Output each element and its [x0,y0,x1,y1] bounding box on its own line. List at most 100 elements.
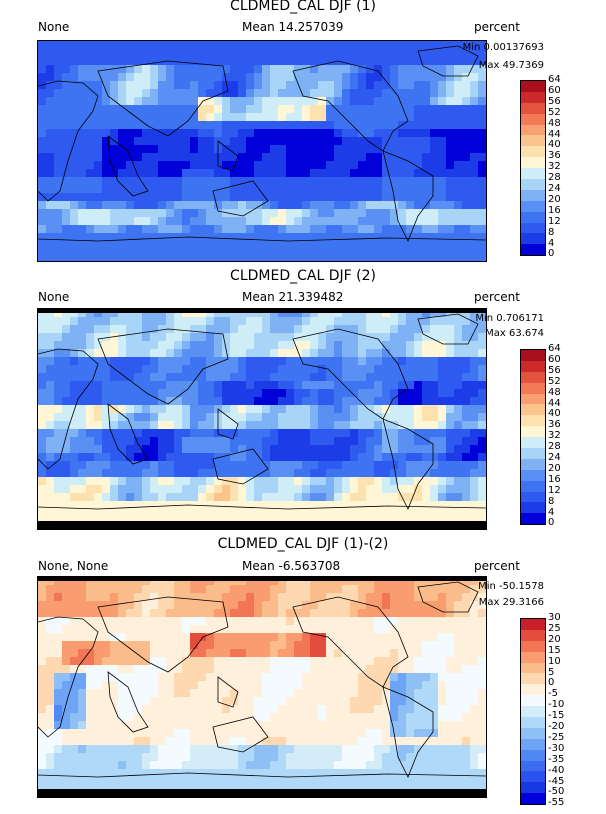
colorbar-tick-label: 16 [548,473,561,485]
field-cell [358,745,366,753]
field-cell [406,381,414,389]
field-cell [358,185,366,193]
field-cell [246,429,254,437]
field-cell [318,65,326,73]
field-cell [302,241,310,249]
field-cell [470,373,478,381]
field-cell [46,217,54,225]
field-cell [94,721,102,729]
field-cell [278,161,286,169]
field-cell [38,745,46,753]
field-cell [78,241,86,249]
field-cell [94,649,102,657]
field-cell [326,201,334,209]
field-cell [142,365,150,373]
field-cell [278,585,286,593]
field-cell [422,381,430,389]
field-cell [230,233,238,241]
field-cell [70,201,78,209]
field-cell [334,617,342,625]
field-cell [54,333,62,341]
field-cell [382,153,390,161]
field-cell [94,461,102,469]
field-cell [462,317,470,325]
field-cell [422,161,430,169]
field-cell [366,509,374,517]
panel-2-units: percent [474,290,520,304]
field-cell [358,665,366,673]
field-cell [190,201,198,209]
field-cell [430,429,438,437]
field-cell [254,429,262,437]
field-cell [158,413,166,421]
field-cell [478,225,486,233]
field-cell [382,161,390,169]
field-cell [158,145,166,153]
field-cell [134,357,142,365]
field-cell [158,509,166,517]
field-cell [86,761,94,769]
field-cell [102,453,110,461]
field-cell [270,713,278,721]
field-cell [238,665,246,673]
field-cell [38,421,46,429]
field-cell [478,689,486,697]
field-cell [246,65,254,73]
field-cell [118,333,126,341]
field-cell [358,461,366,469]
colorbar-tick-label: 28 [548,172,561,184]
field-cell [102,317,110,325]
field-cell [478,357,486,365]
field-cell [398,233,406,241]
field-cell [454,137,462,145]
field-cell [286,325,294,333]
field-cell [230,453,238,461]
field-cell [246,161,254,169]
field-cell [342,177,350,185]
field-cell [254,649,262,657]
field-cell [350,689,358,697]
field-cell [206,349,214,357]
field-cell [246,105,254,113]
field-cell [270,145,278,153]
field-cell [166,177,174,185]
field-cell [374,665,382,673]
field-cell [470,325,478,333]
field-cell [414,217,422,225]
field-cell [230,649,238,657]
field-cell [262,161,270,169]
field-cell [406,777,414,785]
field-cell [374,585,382,593]
coastline [217,676,239,708]
field-cell [470,381,478,389]
field-cell [78,381,86,389]
field-cell [118,593,126,601]
field-cell [150,477,158,485]
field-cell [110,57,118,65]
field-cell [142,601,150,609]
field-cell [278,761,286,769]
field-cell [374,745,382,753]
field-cell [206,113,214,121]
field-cell [214,665,222,673]
field-cell [326,65,334,73]
field-cell [206,697,214,705]
field-cell [54,357,62,365]
panel-2-map [37,308,487,530]
field-cell [382,225,390,233]
field-cell [454,349,462,357]
field-cell [270,121,278,129]
field-cell [238,65,246,73]
coastline [38,80,99,202]
field-cell [310,461,318,469]
field-cell [294,325,302,333]
field-cell [422,585,430,593]
field-cell [62,601,70,609]
field-cell [302,129,310,137]
field-cell [206,641,214,649]
field-cell [46,617,54,625]
field-cell [110,185,118,193]
field-cell [326,257,334,261]
field-cell [278,333,286,341]
field-cell [158,185,166,193]
